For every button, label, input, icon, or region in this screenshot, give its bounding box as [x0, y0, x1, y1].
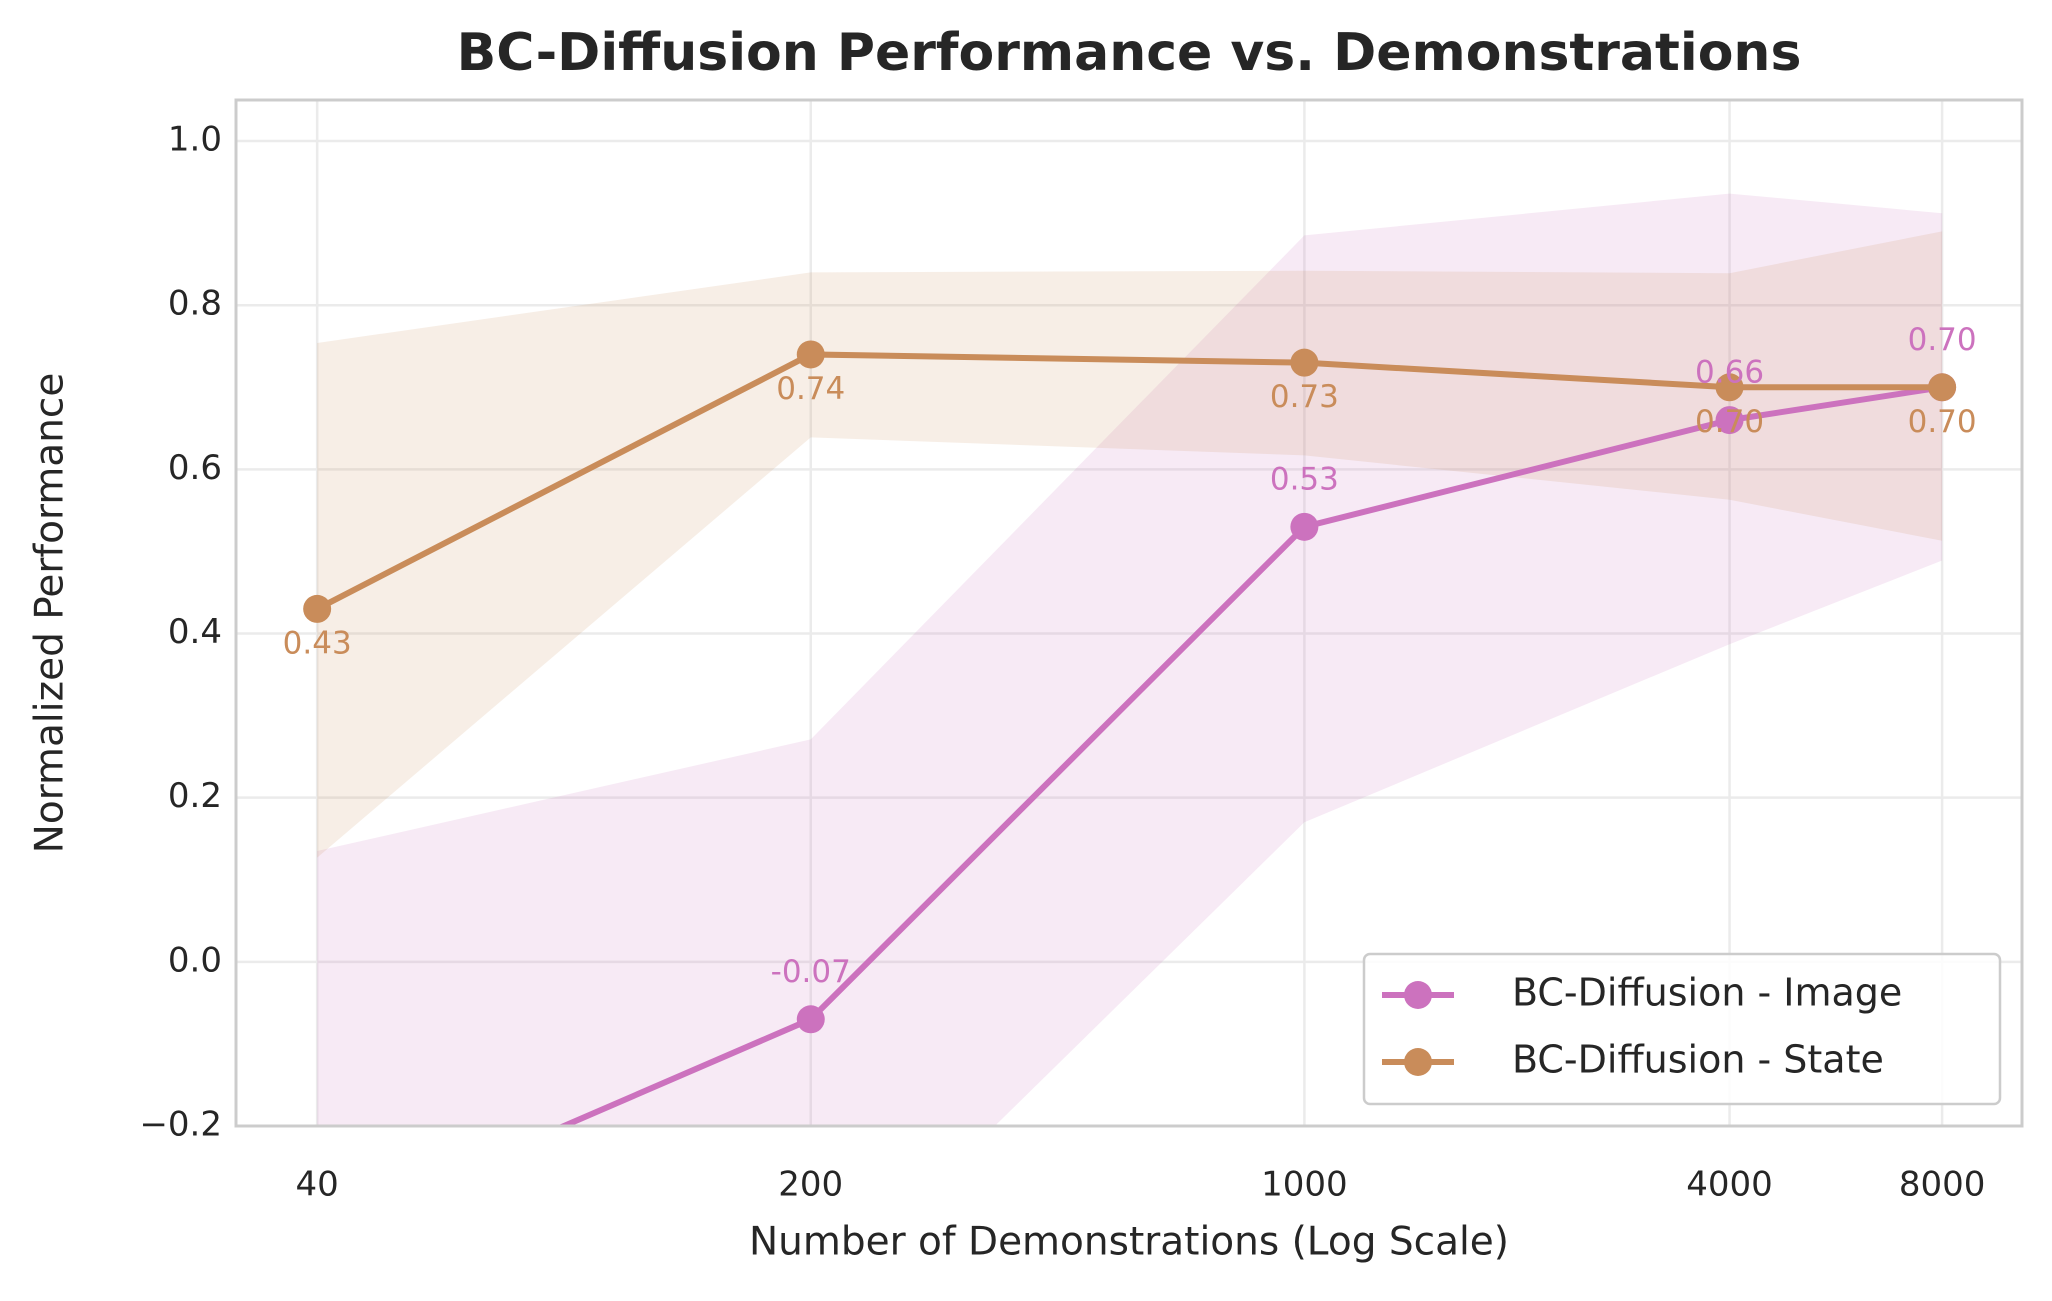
labels: −0.2 0.0 0.2 0.4 0.6 0.8 1.0 40 200 1000 4000 8000 -…	[139, 120, 1985, 1205]
x-tick-label: 40	[296, 1165, 339, 1205]
value-label: 0.70	[1908, 322, 1977, 358]
legend-box	[1362, 952, 2002, 1106]
y-tick-label: 0.6	[168, 448, 222, 488]
x-tick-label: 200	[778, 1165, 843, 1205]
y-tick-label: 0.0	[168, 940, 222, 980]
value-label: 0.73	[1270, 379, 1339, 415]
legend-label: BC-Diffusion - State	[1512, 1038, 1884, 1082]
y-tick-label: 1.0	[168, 120, 222, 160]
legend-marker	[1404, 1048, 1432, 1076]
x-tick-label: 4000	[1686, 1165, 1773, 1205]
x-tick-label: 8000	[1899, 1165, 1986, 1205]
plot-frame	[234, 98, 2024, 1128]
value-label: 0.43	[283, 625, 352, 661]
y-axis-label: Normalized Performance	[28, 373, 73, 854]
point	[1928, 373, 1957, 402]
y-tick-label: 0.4	[168, 612, 222, 652]
lines	[303, 340, 1957, 1126]
point	[796, 1005, 825, 1034]
point	[796, 340, 825, 369]
value-label: 0.66	[1695, 355, 1764, 391]
point	[1290, 348, 1319, 377]
error-band	[317, 193, 1943, 1126]
y-tick-label: 0.2	[168, 776, 222, 816]
value-label: -0.07	[771, 954, 851, 990]
legend-marker	[1404, 981, 1432, 1009]
error-band	[317, 231, 1943, 858]
legend: BC-Diffusion - Image BC-Diffusion - State	[1362, 952, 2002, 1106]
value-label: 0.70	[1908, 404, 1977, 440]
x-axis-label: Number of Demonstrations (Log Scale)	[749, 1220, 1509, 1265]
y-tick-label: −0.2	[139, 1105, 222, 1145]
y-tick-label: 0.8	[168, 284, 222, 324]
point	[303, 594, 332, 623]
point	[1715, 373, 1744, 402]
bands	[317, 193, 1943, 1126]
x-tick-label: 1000	[1261, 1165, 1348, 1205]
value-label: 0.70	[1695, 404, 1764, 440]
point	[1715, 406, 1744, 435]
legend-label: BC-Diffusion - Image	[1512, 971, 1902, 1015]
value-label: 0.74	[776, 371, 845, 407]
point	[1290, 512, 1319, 541]
chart-title: BC-Diffusion Performance vs. Demonstrati…	[457, 23, 1802, 83]
value-label: 0.53	[1270, 461, 1339, 497]
